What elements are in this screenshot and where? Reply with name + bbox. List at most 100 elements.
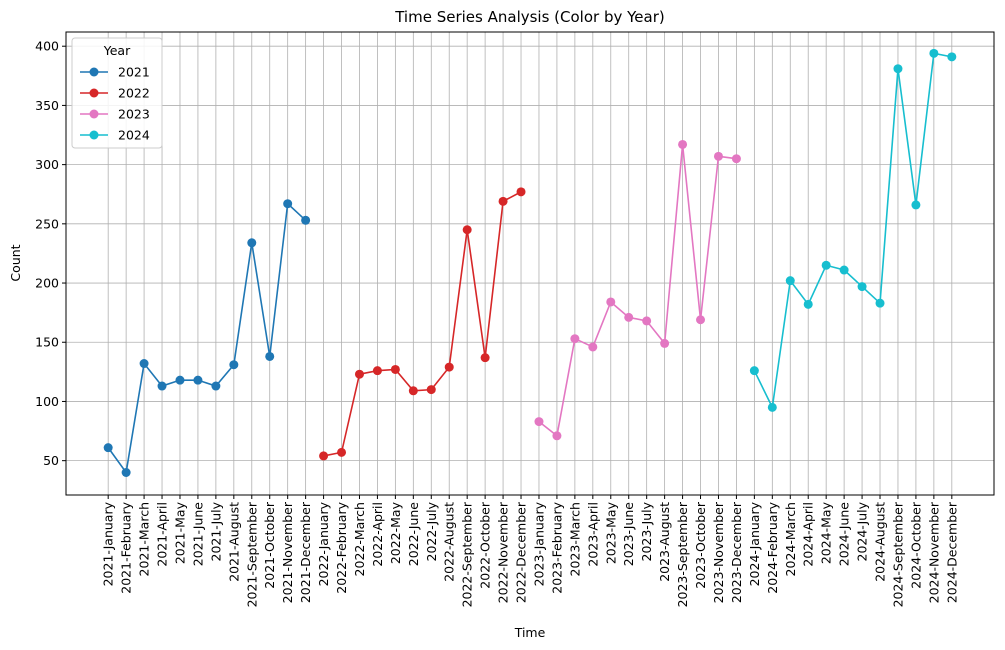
- marker: [749, 366, 759, 376]
- y-tick-label: 400: [35, 39, 59, 54]
- marker: [121, 468, 131, 478]
- marker: [193, 375, 203, 385]
- marker: [731, 154, 741, 164]
- marker: [211, 381, 221, 391]
- marker: [103, 443, 113, 453]
- x-tick-label: 2022-July: [424, 501, 439, 561]
- legend-label: 2022: [118, 86, 150, 101]
- marker: [301, 215, 311, 225]
- marker: [767, 402, 777, 412]
- marker: [157, 381, 167, 391]
- series-line: [323, 191, 522, 457]
- marker: [947, 52, 957, 62]
- x-tick-label: 2021-September: [244, 501, 259, 607]
- marker: [606, 297, 616, 307]
- x-tick-label: 2021-March: [137, 502, 152, 576]
- x-tick-label: 2023-March: [567, 502, 582, 576]
- legend-marker: [89, 130, 99, 140]
- marker: [893, 64, 903, 74]
- marker: [516, 187, 526, 197]
- legend-marker: [89, 88, 99, 98]
- legend-box: [71, 37, 163, 149]
- marker: [462, 225, 472, 235]
- x-tick-label: 2022-March: [352, 502, 367, 576]
- x-tick-label: 2024-September: [890, 501, 905, 607]
- marker: [678, 139, 688, 149]
- x-tick-label: 2024-November: [926, 501, 941, 603]
- x-tick-label: 2023-November: [711, 501, 726, 603]
- legend-label: 2023: [118, 107, 150, 122]
- y-tick-label: 300: [35, 157, 59, 172]
- x-tick-label: 2024-January: [747, 501, 762, 586]
- x-tick-label: 2024-October: [908, 501, 923, 589]
- x-tick-label: 2024-December: [944, 501, 959, 603]
- series-line: [107, 202, 307, 475]
- x-tick-label: 2024-March: [783, 502, 798, 576]
- x-tick-label: 2023-February: [549, 501, 564, 593]
- marker: [534, 417, 544, 427]
- marker: [552, 431, 562, 441]
- x-tick-label: 2023-December: [729, 501, 744, 603]
- marker: [713, 151, 723, 161]
- x-tick-label: 2021-July: [208, 501, 223, 561]
- x-tick-label: 2022-September: [460, 501, 475, 607]
- x-tick-label: 2024-August: [873, 502, 888, 582]
- marker: [175, 375, 185, 385]
- x-tick-label: 2023-April: [585, 502, 600, 567]
- x-tick-label: 2023-October: [693, 501, 708, 589]
- marker: [785, 276, 795, 286]
- x-axis-label: Time: [514, 625, 546, 640]
- x-tick-label: 2021-April: [155, 502, 170, 567]
- marker: [857, 282, 867, 292]
- marker: [911, 200, 921, 210]
- y-tick-label: 250: [35, 216, 59, 231]
- plot-frame: [65, 31, 995, 496]
- legend-label: 2021: [118, 65, 150, 80]
- marker: [929, 48, 939, 58]
- marker: [390, 364, 400, 374]
- y-tick-label: 200: [35, 276, 59, 291]
- marker: [570, 334, 580, 344]
- marker: [660, 338, 670, 348]
- x-tick-label: 2021-December: [298, 501, 313, 603]
- x-tick-label: 2022-April: [370, 502, 385, 567]
- x-tick-label: 2021-May: [172, 501, 187, 564]
- series-line: [753, 52, 952, 411]
- marker: [588, 342, 598, 352]
- x-tick-label: 2022-October: [478, 501, 493, 589]
- x-tick-label: 2021-October: [262, 501, 277, 589]
- x-tick-label: 2021-August: [226, 502, 241, 582]
- marker: [875, 298, 885, 308]
- marker: [444, 362, 454, 372]
- x-tick-label: 2022-February: [334, 501, 349, 593]
- legend-title: Year: [103, 43, 131, 58]
- marker: [247, 238, 257, 248]
- x-tick-label: 2022-August: [442, 502, 457, 582]
- x-tick-label: 2024-May: [819, 501, 834, 564]
- x-tick-label: 2023-June: [621, 502, 636, 567]
- marker: [229, 360, 239, 370]
- marker: [265, 351, 275, 361]
- x-tick-label: 2024-February: [765, 501, 780, 593]
- x-tick-label: 2021-November: [280, 501, 295, 603]
- legend-marker: [89, 67, 99, 77]
- y-tick-label: 50: [43, 453, 59, 468]
- x-tick-label: 2021-January: [101, 501, 116, 586]
- x-tick-label: 2023-September: [675, 501, 690, 607]
- marker: [139, 359, 149, 369]
- marker: [624, 312, 634, 322]
- x-tick-label: 2022-June: [406, 502, 421, 567]
- marker: [839, 265, 849, 275]
- marker: [408, 386, 418, 396]
- y-tick-label: 100: [35, 394, 59, 409]
- marker: [480, 353, 490, 363]
- x-tick-label: 2024-April: [801, 502, 816, 567]
- x-tick-label: 2023-July: [639, 501, 654, 561]
- y-tick-label: 150: [35, 335, 59, 350]
- marker: [821, 260, 831, 270]
- marker: [337, 447, 347, 457]
- x-tick-label: 2023-January: [531, 501, 546, 586]
- legend-label: 2024: [118, 128, 150, 143]
